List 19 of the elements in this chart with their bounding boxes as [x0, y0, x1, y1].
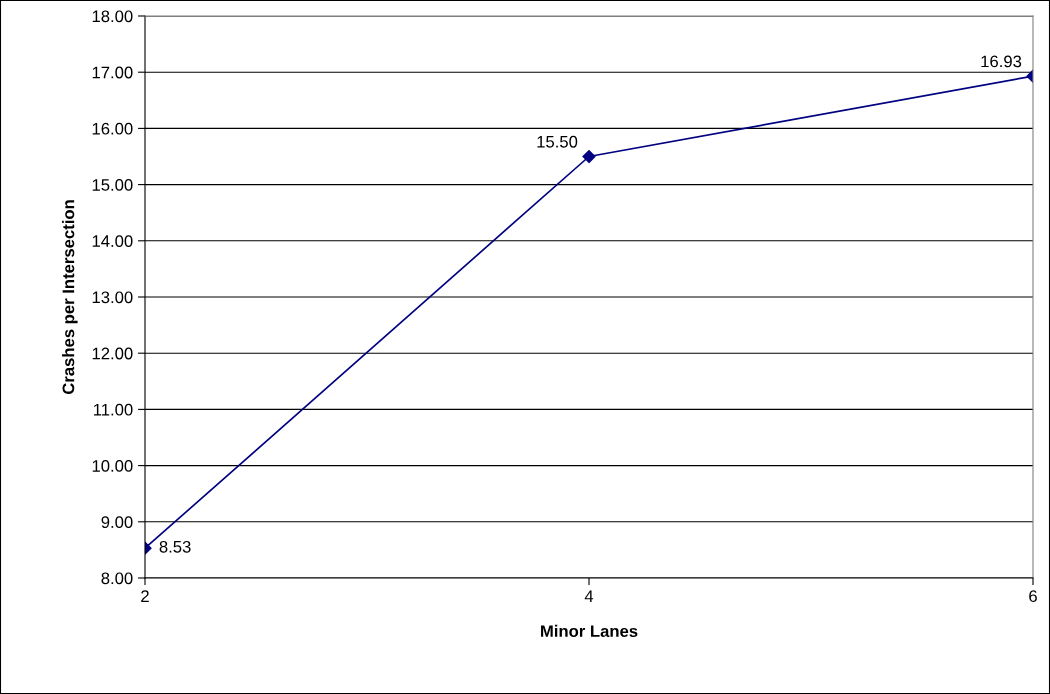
y-tick-label: 14.00: [92, 235, 133, 247]
y-tick-label: 11.00: [93, 403, 133, 416]
y-tick-label: 17.00: [92, 66, 133, 79]
y-tick-label: 16.00: [92, 122, 133, 135]
data-label: 8.53: [159, 540, 191, 553]
data-label: 15.50: [537, 135, 578, 148]
x-axis-title: Minor Lanes: [541, 624, 638, 638]
x-tick-label: 4: [584, 590, 594, 602]
x-tick-label: 6: [1029, 590, 1037, 603]
y-tick-label: 9.00: [101, 516, 133, 528]
y-tick-label: 13.00: [92, 291, 133, 304]
y-tick-label: 10.00: [92, 460, 133, 472]
y-axis-title: Crashes per Intersection: [62, 200, 78, 395]
x-tick-label: 2: [141, 590, 149, 602]
y-tick-label: 15.00: [92, 179, 133, 191]
y-tick-label: 18.00: [92, 10, 133, 23]
y-tick-label: 8.00: [101, 572, 133, 585]
data-label: 16.93: [981, 55, 1022, 68]
y-tick-label: 12.00: [92, 347, 133, 360]
